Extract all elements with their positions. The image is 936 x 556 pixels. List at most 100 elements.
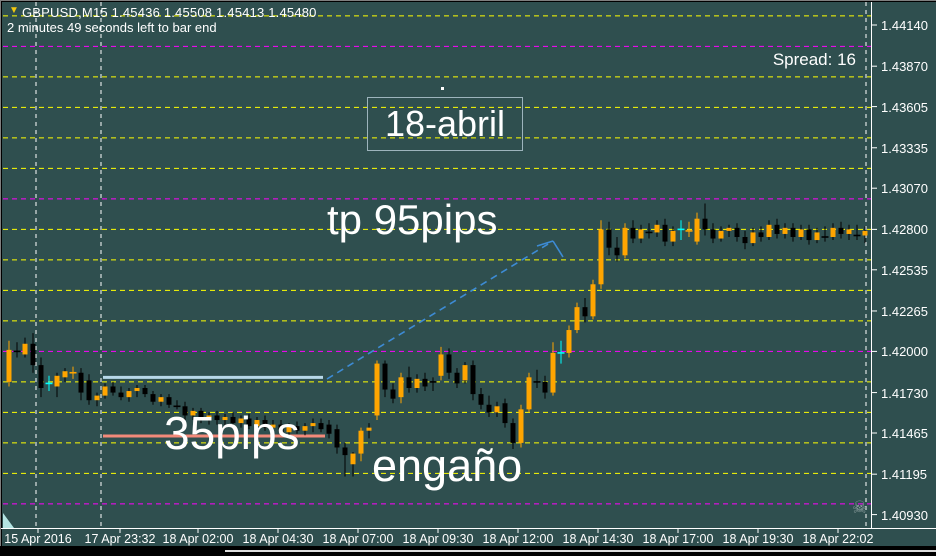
candle-body — [462, 365, 468, 381]
annotation-35pips-text[interactable]: 35pips — [164, 407, 300, 459]
candle-body — [542, 381, 548, 393]
time-axis-label: 18 Apr 07:00 — [322, 532, 394, 546]
object-anchor-dot — [441, 87, 444, 90]
candle-body — [182, 406, 188, 416]
annotation-date-textbox[interactable]: 18-abril — [367, 97, 523, 151]
corner-marker-icon — [3, 513, 14, 528]
candle-body — [574, 307, 580, 331]
candle-body — [38, 365, 44, 388]
candle-body — [486, 404, 492, 413]
time-axis-label: 18 Apr 22:02 — [802, 532, 874, 546]
spread-label: Spread: 16 — [772, 50, 856, 69]
candle-body — [134, 387, 140, 392]
price-axis-label: 1.41730 — [881, 385, 928, 401]
candle-body — [494, 406, 500, 413]
candle-body — [358, 430, 364, 454]
candle-body — [22, 343, 28, 355]
horizontal-scrollbar-track — [225, 550, 936, 552]
candle-body — [222, 416, 228, 421]
symbol-title: GBPUSD,M15 1.45436 1.45508 1.45413 1.454… — [22, 5, 317, 20]
candle-body — [606, 229, 612, 248]
candle-body — [110, 386, 116, 393]
horizontal-scrollbar[interactable] — [0, 546, 936, 556]
annotation-engano-text[interactable]: engaño — [372, 440, 523, 491]
candle-body — [350, 453, 356, 465]
candle-body — [246, 418, 252, 427]
time-axis-label: 18 Apr 17:00 — [642, 532, 714, 546]
time-axis-label: 18 Apr 19:30 — [722, 532, 794, 546]
annotation-tp-text[interactable]: tp 95pips — [327, 196, 498, 243]
candle-body — [78, 372, 84, 393]
candle-body — [414, 378, 420, 388]
price-axis-label: 1.41195 — [881, 467, 928, 483]
price-axis-label: 1.40930 — [881, 507, 928, 523]
price-axis-label: 1.43335 — [881, 140, 928, 156]
candle-body — [302, 426, 308, 431]
candle-body — [30, 343, 36, 366]
skull-icon: ☠ — [852, 498, 868, 518]
candle-body — [662, 224, 668, 242]
candle-body — [366, 427, 372, 431]
candle-body — [262, 420, 268, 428]
time-axis-label: 18 Apr 04:30 — [242, 532, 314, 546]
candle-body — [670, 230, 676, 242]
price-axis-label: 1.43605 — [881, 99, 928, 115]
price-axis-label: 1.42535 — [881, 262, 928, 278]
candle-body — [622, 227, 628, 256]
bar-countdown-label: 2 minutes 49 seconds left to bar end — [7, 20, 217, 35]
candle-body — [454, 372, 460, 384]
candle-body — [654, 224, 660, 233]
candle-body — [638, 229, 644, 239]
candle-body — [230, 416, 236, 424]
candle-body — [166, 397, 172, 405]
time-axis-label: 17 Apr 23:32 — [84, 532, 156, 546]
candle-body — [94, 395, 100, 401]
time-axis-label: 18 Apr 12:00 — [482, 532, 554, 546]
price-axis-label: 1.42800 — [881, 222, 928, 238]
candle-body — [118, 392, 124, 398]
candle-body — [158, 397, 164, 402]
candle-body — [190, 410, 196, 416]
candle-body — [502, 403, 508, 424]
candle-body — [614, 247, 620, 256]
candle-body — [718, 230, 724, 239]
candle-body — [830, 227, 836, 238]
candle-body — [422, 378, 428, 387]
candle-body — [798, 229, 804, 238]
candle-body — [526, 377, 532, 410]
candle-body — [310, 423, 316, 427]
annotation-trend-arrow — [326, 240, 554, 380]
candle-body — [694, 218, 700, 242]
candle-body — [62, 371, 68, 378]
candle-body — [566, 330, 572, 353]
candle-body — [126, 391, 132, 398]
candle-body — [702, 218, 708, 230]
candle-body — [398, 377, 404, 398]
candle-body — [286, 426, 292, 433]
candle-body — [782, 227, 788, 234]
candle-body — [510, 423, 516, 443]
price-axis-label: 1.42000 — [881, 344, 928, 360]
candle-body — [6, 349, 12, 382]
chart-symbol-dropdown-icon: ▼ — [9, 5, 19, 16]
annotation-trend-arrowhead — [536, 240, 554, 247]
candle-body — [150, 394, 156, 402]
candle-body — [270, 424, 276, 428]
annotation-trend-arrowhead — [552, 240, 564, 258]
price-axis-label: 1.44140 — [881, 18, 928, 33]
candle-body — [550, 352, 556, 393]
candle-body — [710, 229, 716, 239]
candle-body — [374, 363, 380, 416]
candle-body — [198, 410, 204, 421]
candle-body — [206, 415, 212, 421]
candle-body — [142, 387, 148, 395]
candle-body — [742, 237, 748, 244]
time-axis-label: 18 Apr 09:30 — [402, 532, 474, 546]
candle-body — [54, 375, 60, 387]
candle-body — [102, 386, 108, 396]
candle-body — [790, 227, 796, 238]
candle-body — [382, 363, 388, 390]
window-border-top — [0, 0, 936, 1]
